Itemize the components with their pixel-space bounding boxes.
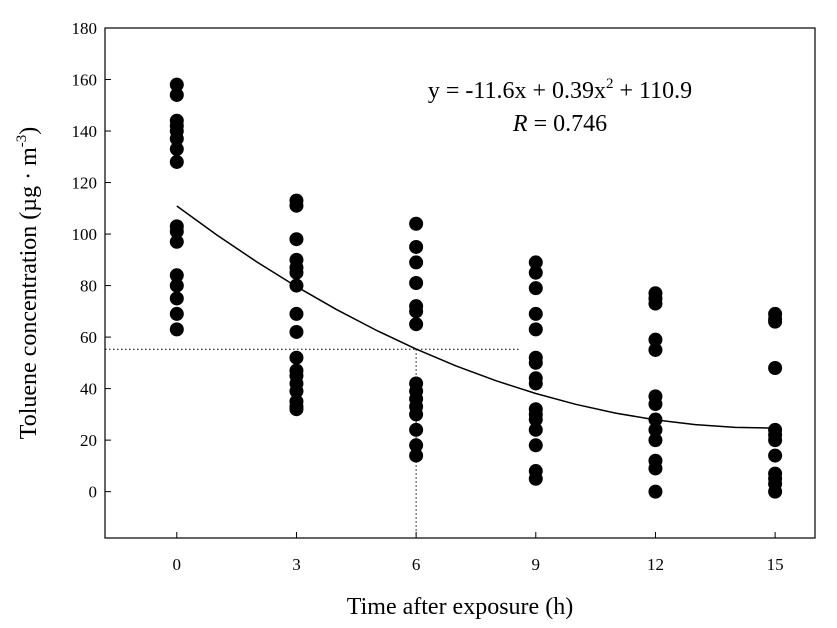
data-point [169,77,184,92]
data-point [289,198,304,213]
x-tick-label: 12 [647,555,664,574]
data-point [409,422,424,437]
data-point [648,397,663,412]
data-point [528,281,543,296]
data-point [528,438,543,453]
equation: y = -11.6x + 0.39x2 + 110.9 [428,76,692,104]
y-axis-label: Toluene concentration (µg · m-3) [14,127,42,440]
data-point [528,412,543,427]
data-point [768,314,783,329]
y-tick-label: 40 [80,380,97,399]
fit-curve [176,205,776,429]
data-point [528,422,543,437]
data-point [169,154,184,169]
data-point [169,268,184,283]
data-point [289,306,304,321]
y-tick-label: 120 [72,174,98,193]
y-axis-label-text: Toluene concentration (µg · m [16,147,42,439]
data-point [289,265,304,280]
data-point [648,422,663,437]
data-point [409,317,424,332]
plot-frame [104,27,816,539]
data-point [169,131,184,146]
data-point [169,291,184,306]
data-point [289,350,304,365]
data-point [409,304,424,319]
data-point [528,471,543,486]
data-point [528,306,543,321]
data-point [169,306,184,321]
data-point [648,342,663,357]
y-tick-label: 0 [89,483,98,502]
data-point [289,402,304,417]
x-tick-label: 9 [532,555,541,574]
y-axis-label-text: ) [16,127,42,135]
equation-exponent: 2 [606,76,614,92]
y-tick-label: 180 [72,19,98,38]
y-tick-label: 20 [80,431,97,450]
x-tick-label: 6 [412,555,421,574]
data-point [648,332,663,347]
data-point [409,448,424,463]
data-point [169,278,184,293]
x-tick-label: 0 [173,555,182,574]
data-point [409,255,424,270]
data-point [528,255,543,270]
x-tick-label: 3 [292,555,301,574]
y-tick-label: 160 [72,71,98,90]
data-point [289,232,304,247]
equation-text: y = -11.6x + 0.39x [428,78,606,104]
data-point [169,142,184,157]
y-tick-label: 80 [80,277,97,296]
data-point [648,433,663,448]
equation-text: + 110.9 [614,78,693,104]
data-point [768,448,783,463]
data-point [289,278,304,293]
r-label: R = 0.746 [512,111,607,137]
data-point [528,376,543,391]
y-tick-label: 100 [72,225,98,244]
data-point [169,322,184,337]
data-point [409,276,424,290]
data-point [648,296,663,311]
data-point [169,234,184,249]
data-point [169,224,184,239]
data-point [768,484,783,499]
data-point [648,484,663,499]
y-tick-label: 60 [80,328,97,347]
data-point [768,433,783,448]
r-value: = 0.746 [528,111,608,137]
data-point [528,355,543,370]
data-point [289,324,304,339]
r-symbol: R [512,111,528,137]
y-tick-label: 140 [72,122,98,141]
data-point [409,438,424,453]
x-axis-label: Time after exposure (h) [347,594,573,620]
data-point [528,322,543,337]
data-point [409,216,424,231]
data-point [768,361,783,375]
x-tick-label: 15 [767,555,784,574]
data-point [289,384,304,399]
data-point [648,461,663,476]
y-axis-label-exponent: -3 [14,135,30,148]
data-point [409,407,424,422]
data-point [528,265,543,280]
data-point [169,87,184,102]
data-point [409,239,424,254]
